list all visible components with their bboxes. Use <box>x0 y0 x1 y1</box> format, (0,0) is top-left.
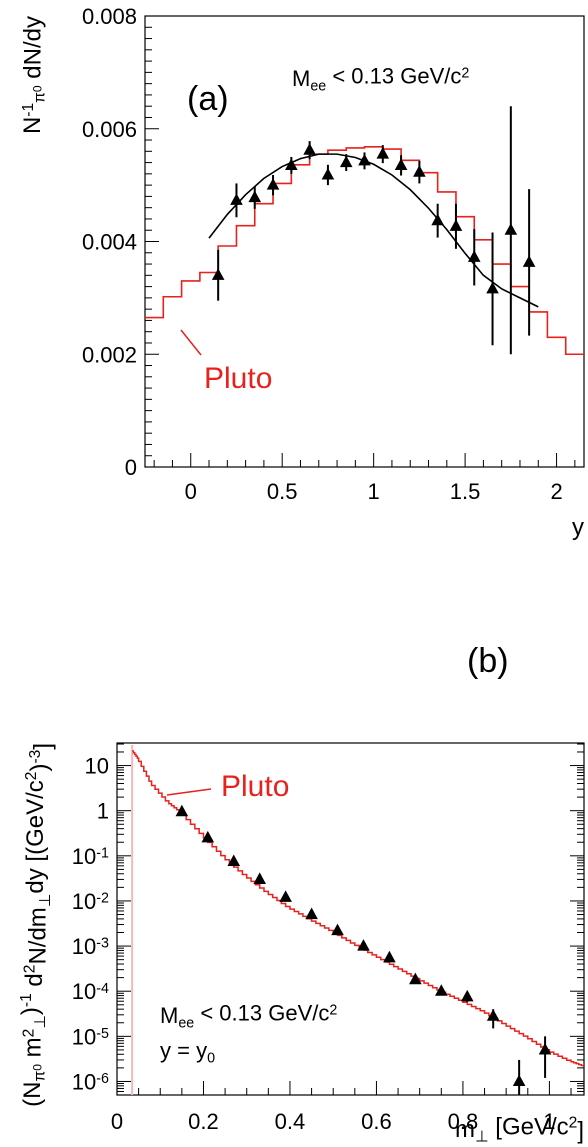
data-point <box>431 213 444 226</box>
data-point <box>211 268 225 280</box>
data-point <box>409 972 422 985</box>
data-point <box>435 984 448 996</box>
data-point <box>303 143 316 155</box>
rapidity-annotation: y = y0 <box>160 1038 215 1066</box>
data-point <box>358 153 371 166</box>
x-tick-label: 1 <box>543 1109 555 1134</box>
fit-curve <box>208 153 539 308</box>
data-point <box>467 250 481 262</box>
data-point <box>383 950 396 963</box>
x-tick-label: 1 <box>368 479 380 504</box>
x-tick-label: 0.4 <box>275 1109 306 1134</box>
data-point <box>279 890 292 902</box>
pluto-label: Pluto <box>204 362 272 395</box>
y-tick-label: 10-1 <box>72 844 109 869</box>
data-point <box>253 872 266 884</box>
cut-annotation: Mee < 0.13 GeV/c2 <box>292 64 469 95</box>
pluto-pointer <box>166 788 212 796</box>
data-point <box>504 223 518 235</box>
data-point <box>512 1074 526 1087</box>
data-point <box>227 854 241 867</box>
x-tick-label: 1.5 <box>450 479 481 504</box>
data-point <box>460 989 474 1002</box>
data-point <box>266 178 280 190</box>
data-point <box>201 830 215 843</box>
y-tick-label: 10-3 <box>72 934 109 959</box>
y-tick-label: 0 <box>125 455 137 480</box>
y-tick-label: 0.006 <box>82 117 137 142</box>
y-axis-title: (Nπ0 m2⊥)-1 d2N/dm⊥dy [(GeV/c2)-3] <box>17 743 57 1107</box>
y-tick-label: 10-5 <box>72 1024 109 1049</box>
panel-label: (a) <box>187 80 229 118</box>
y-tick-label: 10-2 <box>72 889 109 914</box>
data-point <box>486 281 499 294</box>
data-point <box>376 147 390 159</box>
pluto-pointer <box>180 329 202 356</box>
data-point <box>394 158 408 170</box>
y-tick-label: 10-6 <box>72 1069 109 1094</box>
cut-annotation: Mee < 0.13 GeV/c2 <box>160 1001 337 1032</box>
x-tick-label: 0 <box>111 1109 123 1134</box>
y-tick-label: 10-4 <box>72 979 109 1004</box>
x-tick-label: 0.8 <box>448 1109 479 1134</box>
y-tick-label: 0.004 <box>82 230 137 255</box>
data-point <box>449 219 463 231</box>
data-point <box>321 167 335 180</box>
data-point <box>248 190 262 203</box>
data-point <box>175 804 189 817</box>
x-tick-label: 0.2 <box>188 1109 219 1134</box>
x-tick-label: 0 <box>185 479 197 504</box>
data-point <box>486 1009 500 1021</box>
y-tick-label: 1 <box>97 799 109 824</box>
data-point <box>339 155 353 168</box>
pluto-label: Pluto <box>221 770 289 803</box>
x-tick-label: 0.6 <box>361 1109 392 1134</box>
x-axis-title: m⊥ [GeV/c2] <box>455 1113 584 1145</box>
x-tick-label: 0.5 <box>267 479 298 504</box>
data-point <box>357 939 370 951</box>
y-tick-label: 0.002 <box>82 342 137 367</box>
panel-a: 0 0.5 1 1.5 2 0 0.002 0.004 0.006 0.008 (a) Mee < 0… <box>19 4 585 541</box>
y-axis-title: N-1π0 dN/dy <box>19 16 49 134</box>
x-tick-label: 2 <box>550 479 562 504</box>
data-point <box>305 907 318 920</box>
data-point <box>230 193 243 205</box>
panel-label: (b) <box>467 642 509 680</box>
x-axis-title: y <box>572 514 584 541</box>
data-point <box>331 923 344 936</box>
data-point <box>522 255 536 267</box>
y-tick-label: 10 <box>85 754 109 779</box>
data-point <box>413 165 426 177</box>
data-point <box>538 1042 552 1055</box>
panel-b: 0 0.2 0.4 0.6 0.8 1 10 1 10-1 10-2 10-3 10-4 10-5 10-… <box>17 642 585 1146</box>
y-tick-label: 0.008 <box>82 4 137 29</box>
data-point <box>285 158 298 170</box>
pluto-histogram <box>145 145 584 356</box>
